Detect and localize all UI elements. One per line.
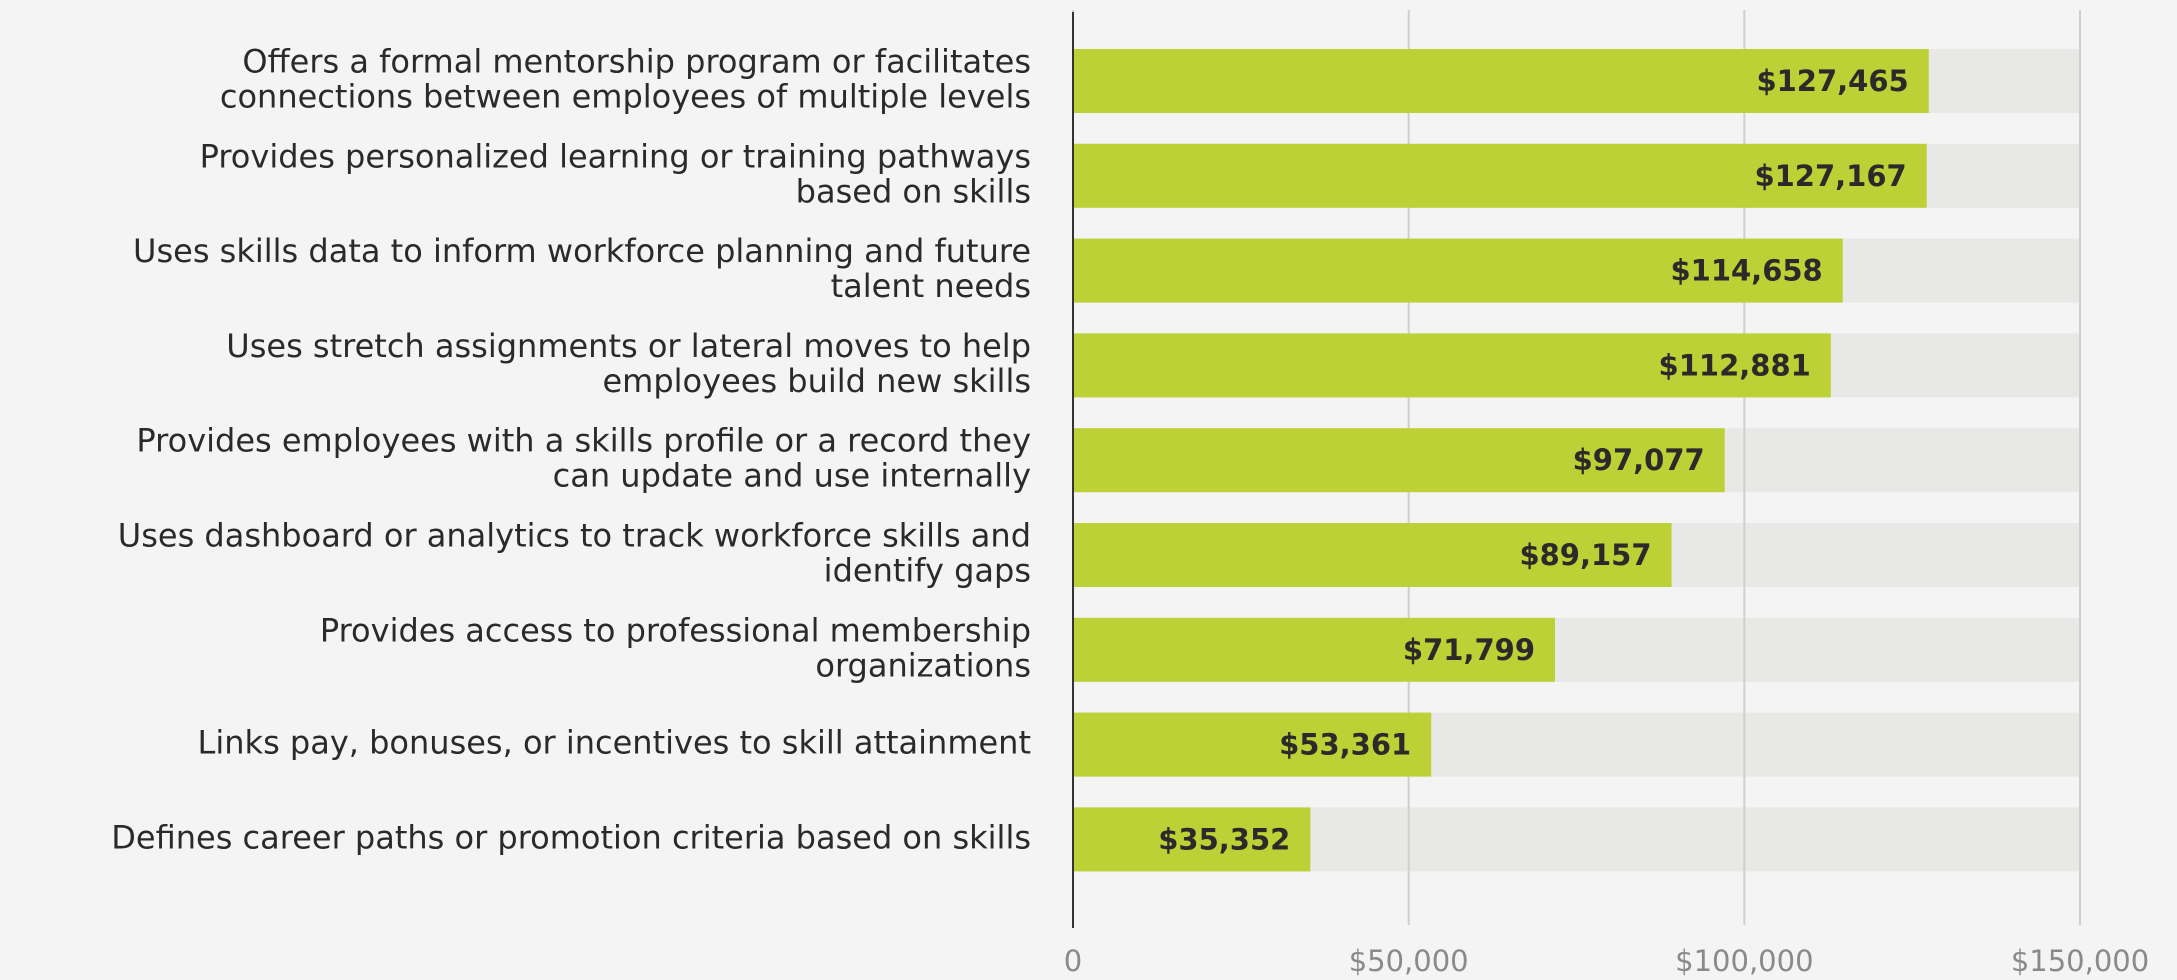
category-label: Defines career paths or promotion criter… [111,818,1031,856]
bar [1073,807,1311,872]
bar [1073,333,1831,398]
x-tick-label: 0 [1064,944,1082,978]
value-label: $114,658 [1670,254,1822,288]
value-label: $127,167 [1754,159,1906,193]
value-label: $112,881 [1659,348,1811,382]
category-label: Links pay, bonuses, or incentives to ski… [198,724,1031,762]
category-label: organizations [815,646,1031,684]
category-label: Offers a formal mentorship program or fa… [242,43,1031,81]
x-tick-label: $50,000 [1349,944,1469,978]
bar [1073,428,1725,493]
x-tick-label: $100,000 [1675,944,1813,978]
category-label: connections between employees of multipl… [220,78,1031,116]
category-label: Provides employees with a skills profile… [136,422,1031,460]
category-label: talent needs [831,267,1031,305]
category-label: can update and use internally [553,457,1031,495]
value-label: $127,465 [1756,64,1908,98]
category-label: based on skills [796,172,1031,210]
category-label: Provides access to professional membersh… [320,611,1031,649]
category-label: identify gaps [824,552,1031,590]
value-label: $97,077 [1573,443,1705,477]
bar [1073,712,1432,777]
bar [1073,523,1672,587]
category-label: Uses stretch assignments or lateral move… [226,327,1031,365]
value-label: $71,799 [1403,633,1535,667]
category-label: Provides personalized learning or traini… [200,137,1031,175]
bar [1073,49,1929,113]
bar [1073,238,1843,303]
category-label: Uses dashboard or analytics to track wor… [118,517,1031,555]
category-label: employees build new skills [602,362,1031,400]
bar [1073,617,1556,682]
category-label: Uses skills data to inform workforce pla… [133,232,1031,270]
bar [1073,143,1927,208]
value-label: $89,157 [1519,538,1651,572]
value-label: $35,352 [1158,822,1290,856]
x-tick-label: $150,000 [2011,944,2149,978]
value-label: $53,361 [1279,728,1411,762]
